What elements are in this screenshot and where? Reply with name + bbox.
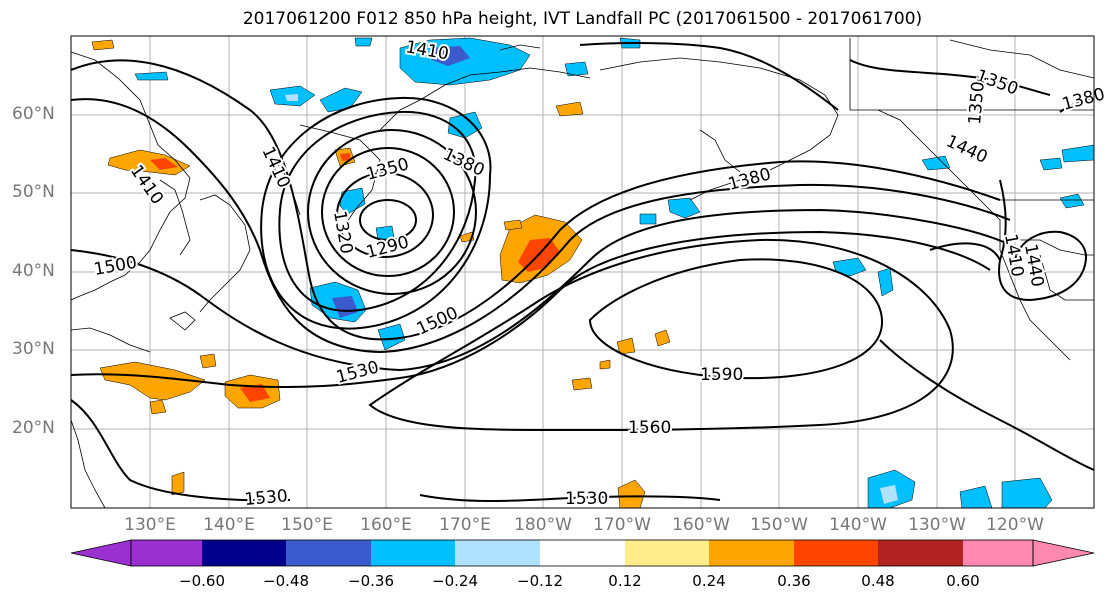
contour-label: 1350 (364, 154, 411, 185)
lat-label: 20°N (12, 418, 55, 438)
lat-label: 30°N (12, 339, 55, 359)
contour-label: 1380 (440, 144, 488, 180)
colorbar-cell (455, 540, 540, 566)
colorbar-extend-low (70, 539, 132, 567)
colorbar-cell (709, 540, 794, 566)
colorbar-tick-label: 0.60 (946, 572, 980, 590)
colorbar-cell (625, 540, 709, 566)
colorbar-cell (963, 540, 1033, 566)
lon-label: 150°E (281, 515, 333, 535)
colorbar-cell (131, 540, 202, 566)
lon-label: 160°W (672, 515, 730, 535)
colorbar-tick-label: −0.60 (179, 572, 225, 590)
colorbar-cell (540, 540, 625, 566)
colorbar-cell (878, 540, 963, 566)
colorbar-tick-label: 0.12 (608, 572, 642, 590)
colorbar-tick-label: 0.36 (777, 572, 811, 590)
contour-label: 1530 (565, 489, 608, 509)
colorbar-cell (202, 540, 286, 566)
colorbar-tick-label: 0.48 (861, 572, 895, 590)
lat-label: 40°N (12, 261, 55, 281)
height-contours (71, 42, 1094, 503)
lon-label: 170°E (439, 515, 491, 535)
colorbar-tick-label: 0.24 (692, 572, 726, 590)
lon-label: 120°W (986, 515, 1044, 535)
lon-label: 170°W (593, 515, 651, 535)
ivt-positive-patch (107, 149, 191, 176)
lon-label: 140°E (203, 515, 255, 535)
ivt-positive-patch (99, 361, 206, 401)
lon-label: 130°W (908, 515, 966, 535)
map-plot-area (71, 36, 1094, 508)
colorbar-tick-label: −0.48 (263, 572, 309, 590)
lat-label: 50°N (12, 182, 55, 202)
lon-label: 140°W (829, 515, 887, 535)
contour-label: 1350 (965, 81, 989, 126)
ivt-shading (91, 37, 1094, 508)
colorbar (70, 539, 1095, 567)
colorbar-cell (794, 540, 878, 566)
contour-label: 1530 (244, 486, 289, 510)
coastlines (71, 38, 1094, 508)
colorbar-frame (130, 539, 1034, 567)
colorbar-tick-label: −0.12 (517, 572, 563, 590)
contour-label: 1560 (628, 418, 671, 438)
colorbar-tick-label: −0.36 (348, 572, 394, 590)
colorbar-cell (286, 540, 371, 566)
contour-label: 1500 (92, 253, 138, 280)
contour-labels: 1410 1410 1410 1410 1350 1350 1350 1380 … (90, 35, 1105, 512)
colorbar-cell (371, 540, 455, 566)
contour-label: 1410 (257, 144, 293, 192)
lon-label: 150°W (750, 515, 808, 535)
contour-label: 1440 (1020, 242, 1047, 288)
contour-label: 1440 (943, 131, 991, 167)
lon-label: 160°E (360, 515, 412, 535)
map-title: 2017061200 F012 850 hPa height, IVT Land… (242, 9, 923, 29)
colorbar-tick-label: −0.24 (432, 572, 478, 590)
lon-label: 180°W (514, 515, 572, 535)
contour-label: 1380 (726, 164, 773, 195)
contour-label: 1590 (700, 365, 743, 385)
lon-label: 130°E (124, 515, 176, 535)
map-frame (70, 35, 1095, 509)
colorbar-cells (131, 540, 1033, 566)
lat-label: 60°N (12, 104, 55, 124)
colorbar-extend-high (1032, 539, 1095, 567)
